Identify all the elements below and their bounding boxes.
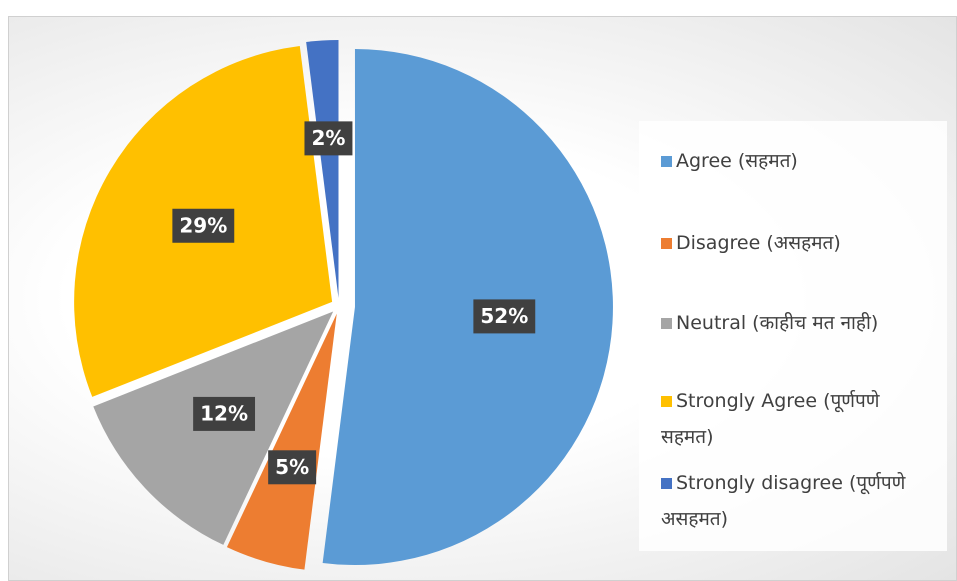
data-label: 29% [172,208,235,243]
legend-item: Strongly disagree (पूर्णपणे असहमत) [661,465,931,537]
legend-swatch [661,478,672,489]
pie-slice [322,49,613,566]
legend-item: Agree (सहमत) [661,143,931,179]
legend-item: Neutral (काहीच मत नाही) [661,305,931,341]
data-label: 2% [304,121,353,156]
legend-item: Strongly Agree (पूर्णपणे सहमत) [661,383,931,455]
legend-swatch [661,156,672,167]
legend-label: Agree (सहमत) [676,150,798,172]
data-label-text: 52% [480,304,528,328]
legend-swatch [661,396,672,407]
data-label-text: 5% [275,455,309,479]
data-label: 5% [268,450,317,485]
pie-slice [306,40,339,299]
data-label-text: 29% [179,213,227,237]
legend-label: Neutral (काहीच मत नाही) [676,312,879,334]
data-label-box [193,396,256,431]
legend-item: Disagree (असहमत) [661,225,931,261]
data-label: 52% [473,299,536,334]
legend-label: Strongly disagree (पूर्णपणे असहमत) [661,472,906,530]
legend-label: Strongly Agree (पूर्णपणे सहमत) [661,390,880,448]
legend: Agree (सहमत) Disagree (असहमत) Neutral (काह… [639,121,947,551]
data-label-text: 2% [311,126,345,150]
data-label-text: 12% [200,401,248,425]
chart: 52% 5% 12% 29% 2% Agree (सहमत) Disagree (असहम… [8,16,957,581]
legend-swatch [661,318,672,329]
data-label-box [304,121,353,156]
legend-swatch [661,238,672,249]
data-label: 12% [193,396,256,431]
data-label-box [473,299,536,334]
pie-slice [226,313,337,570]
pie-area: 52% 5% 12% 29% 2% [74,40,613,570]
legend-label: Disagree (असहमत) [676,232,841,254]
data-label-box [172,208,235,243]
data-label-box [268,450,317,485]
